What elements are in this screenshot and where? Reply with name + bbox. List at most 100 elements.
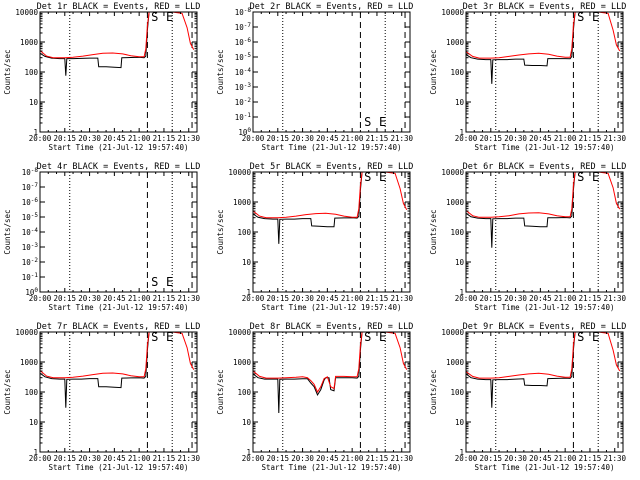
x-tick-label: 20:30: [504, 454, 527, 463]
y-tick-label: 10-5: [235, 52, 252, 62]
y-tick-label: 10-3: [235, 82, 252, 92]
x-tick-label: 21:15: [153, 294, 176, 303]
y-tick-label: 1: [33, 128, 38, 137]
chart-title: Det 1r BLACK = Events, RED = LLD: [37, 2, 201, 12]
x-tick-label: 20:30: [504, 134, 527, 143]
x-axis-label: Start Time (21-Jul-12 19:57:40): [262, 143, 402, 152]
series-lld-line: [253, 332, 408, 394]
x-tick-label: 20:30: [291, 454, 314, 463]
marker-e: E: [379, 330, 386, 344]
x-tick-label: 21:15: [579, 134, 602, 143]
series-events-line: [253, 172, 363, 244]
y-tick-label: 1: [459, 448, 464, 457]
series-lld-line: [466, 12, 621, 59]
y-tick-label: 10000: [228, 168, 251, 177]
x-tick-label: 21:30: [603, 134, 626, 143]
y-tick-label: 100: [450, 68, 464, 77]
y-tick-label: 10-2: [235, 97, 252, 107]
y-tick-label: 10-3: [22, 242, 39, 252]
y-tick-label: 10-6: [22, 197, 39, 207]
y-axis-label: Counts/sec: [429, 369, 438, 414]
marker-s: S: [364, 115, 371, 129]
y-tick-label: 1000: [446, 198, 465, 207]
marker-e: E: [166, 10, 173, 24]
chart-title: Det 9r BLACK = Events, RED = LLD: [463, 322, 627, 332]
x-tick-label: 21:15: [153, 454, 176, 463]
y-tick-label: 100: [237, 388, 251, 397]
x-tick-label: 20:00: [455, 294, 478, 303]
y-tick-label: 1000: [446, 38, 465, 47]
series-events-line: [466, 332, 576, 408]
series-events-line: [40, 332, 150, 408]
x-tick-label: 21:30: [390, 454, 413, 463]
marker-s: S: [577, 330, 584, 344]
marker-e: E: [166, 330, 173, 344]
y-tick-label: 10: [455, 258, 465, 267]
x-tick-label: 21:30: [390, 134, 413, 143]
series-events-line: [40, 12, 150, 76]
y-tick-label: 10: [29, 418, 39, 427]
x-tick-label: 20:00: [242, 454, 265, 463]
marker-s: S: [151, 10, 158, 24]
y-tick-label: 100: [237, 228, 251, 237]
x-axis-label: Start Time (21-Jul-12 19:57:40): [49, 303, 189, 312]
y-tick-label: 10-8: [22, 167, 39, 177]
marker-s: S: [151, 275, 158, 289]
x-tick-label: 20:45: [529, 294, 552, 303]
x-tick-label: 20:45: [316, 454, 339, 463]
y-tick-label: 100: [450, 228, 464, 237]
marker-s: S: [577, 170, 584, 184]
x-tick-label: 20:00: [242, 294, 265, 303]
x-axis-label: Start Time (21-Jul-12 19:57:40): [475, 143, 615, 152]
y-tick-label: 10: [242, 418, 252, 427]
chart-title: Det 7r BLACK = Events, RED = LLD: [37, 322, 201, 332]
x-tick-label: 20:00: [455, 454, 478, 463]
x-tick-label: 21:00: [554, 294, 577, 303]
x-tick-label: 20:15: [480, 134, 503, 143]
marker-e: E: [166, 275, 173, 289]
x-axis-label: Start Time (21-Jul-12 19:57:40): [262, 463, 402, 472]
x-tick-label: 21:30: [390, 294, 413, 303]
y-tick-label: 10: [242, 258, 252, 267]
x-tick-label: 21:30: [603, 454, 626, 463]
x-tick-label: 20:30: [504, 294, 527, 303]
y-tick-label: 10000: [15, 8, 38, 17]
series-lld-line: [40, 332, 195, 379]
x-tick-label: 20:30: [291, 134, 314, 143]
y-tick-label: 10-6: [235, 37, 252, 47]
y-tick-label: 10-1: [235, 112, 252, 122]
y-tick-label: 1000: [446, 358, 465, 367]
x-tick-label: 20:45: [316, 294, 339, 303]
x-tick-label: 20:30: [78, 294, 101, 303]
y-tick-label: 10000: [228, 328, 251, 337]
x-tick-label: 20:45: [103, 134, 126, 143]
x-tick-label: 20:00: [242, 134, 265, 143]
x-tick-label: 21:15: [366, 454, 389, 463]
x-tick-label: 20:15: [480, 294, 503, 303]
y-tick-label: 100: [238, 127, 251, 137]
x-tick-label: 20:30: [291, 294, 314, 303]
marker-e: E: [379, 115, 386, 129]
y-axis-label: Counts/sec: [429, 49, 438, 94]
x-tick-label: 21:30: [177, 134, 200, 143]
y-tick-label: 100: [24, 68, 38, 77]
x-tick-label: 20:45: [103, 294, 126, 303]
x-tick-label: 21:00: [341, 454, 364, 463]
y-tick-label: 10: [455, 418, 465, 427]
chart-title: Det 5r BLACK = Events, RED = LLD: [250, 162, 414, 172]
x-axis-label: Start Time (21-Jul-12 19:57:40): [475, 463, 615, 472]
series-events-line: [253, 332, 363, 414]
chart-title: Det 6r BLACK = Events, RED = LLD: [463, 162, 627, 172]
x-axis-label: Start Time (21-Jul-12 19:57:40): [475, 303, 615, 312]
y-tick-label: 10-4: [22, 227, 39, 237]
x-tick-label: 20:45: [529, 134, 552, 143]
marker-s: S: [364, 170, 371, 184]
y-tick-label: 100: [450, 388, 464, 397]
